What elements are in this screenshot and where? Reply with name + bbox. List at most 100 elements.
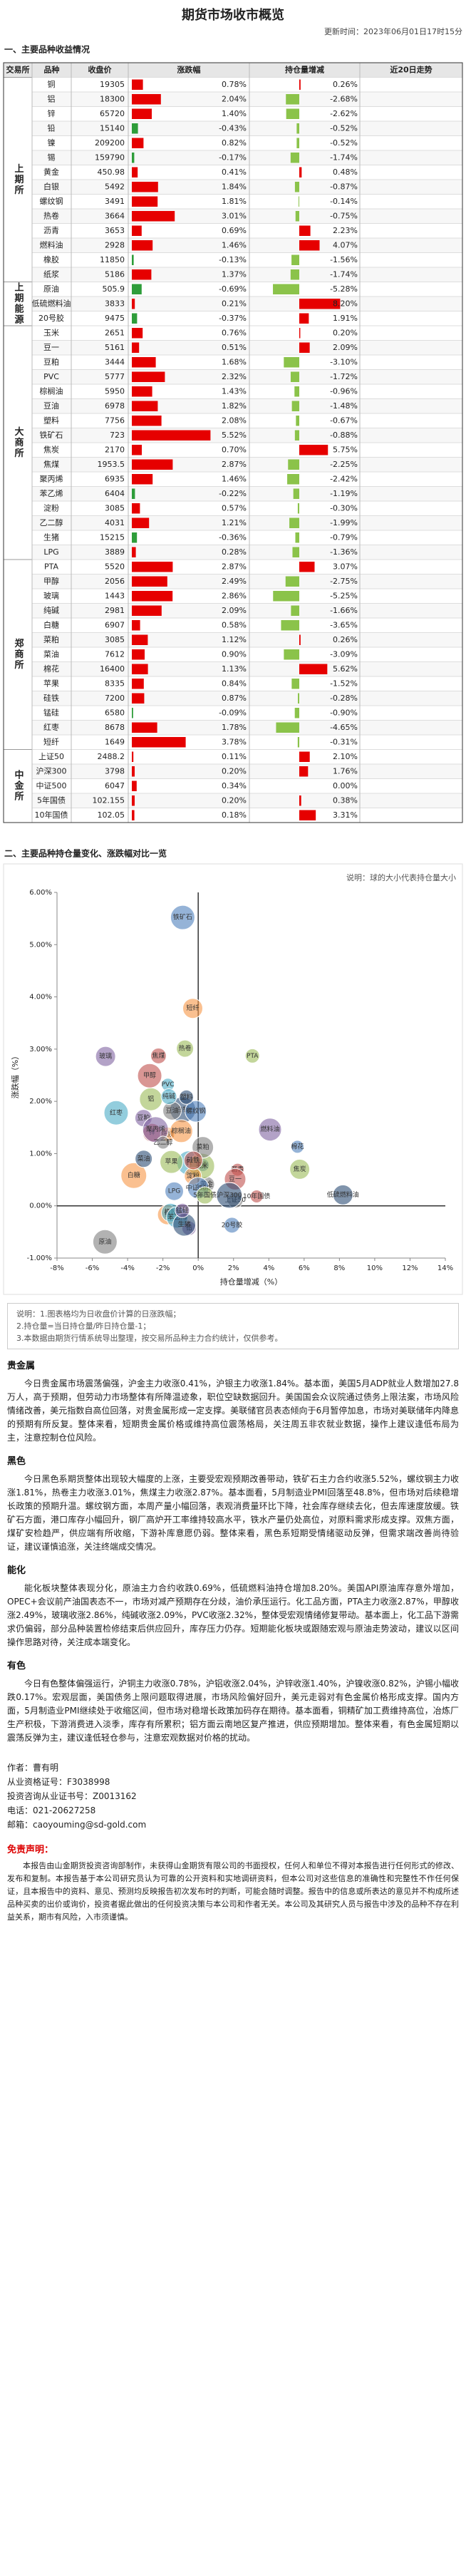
row-bg — [31, 77, 463, 93]
change-label: 1.46% — [222, 474, 247, 483]
product-name: 焦炭 — [43, 445, 59, 454]
change-bar — [132, 649, 145, 660]
change-label: 2.08% — [222, 416, 247, 425]
change-bar — [132, 605, 162, 616]
chart-frame — [3, 863, 463, 1295]
change-label: 0.20% — [222, 795, 247, 805]
oi-bar — [294, 430, 299, 441]
note: 2.持仓量=当日持仓量/昨日持仓量-1； — [16, 1322, 151, 1331]
bubble-label: 热卷 — [179, 1044, 192, 1053]
y-tick-label: 3.00% — [29, 1046, 52, 1053]
product-name: 上证50 — [38, 752, 64, 761]
product-name: 铁矿石 — [40, 431, 63, 440]
oi-bar — [294, 386, 299, 397]
bubble — [290, 1140, 304, 1154]
oi-label: -2.62% — [330, 109, 358, 118]
x-tick-label: 10% — [367, 1264, 383, 1272]
row-bg — [31, 237, 463, 253]
change-label: 1.84% — [222, 182, 247, 191]
row-bg — [31, 442, 463, 458]
oi-label: -0.30% — [330, 503, 358, 512]
oi-bar — [284, 649, 299, 660]
row-bg — [31, 500, 463, 516]
disclaimer-title: 免责声明： — [7, 1845, 54, 1855]
oi-label: 0.48% — [333, 168, 358, 177]
product-name: 菜粕 — [43, 634, 59, 644]
oi-label: -0.28% — [330, 694, 358, 703]
change-bar — [132, 79, 143, 90]
x-tick-label: 14% — [437, 1264, 453, 1272]
section-text: 今日贵金属市场震荡偏强，沪金主力收涨0.41%，沪银主力收涨1.84%。基本面，… — [7, 1379, 459, 1443]
change-label: 2.87% — [222, 562, 247, 571]
row-bg — [31, 734, 463, 750]
row-bg — [31, 778, 463, 794]
bubble — [249, 1190, 264, 1204]
oi-bar — [295, 532, 299, 543]
note: 说明：1.图表格均为日收盘价计算的日涨跌幅； — [16, 1309, 181, 1319]
close-price: 65720 — [100, 109, 125, 118]
page-title: 期货市场收市概览 — [182, 7, 284, 23]
change-bar — [132, 591, 173, 602]
bubble — [289, 1158, 311, 1180]
change-bar — [132, 225, 142, 236]
product-name: 5年国债 — [37, 795, 66, 805]
bubble-label: PVC — [162, 1081, 175, 1088]
change-bar — [132, 517, 150, 528]
close-price: 8678 — [105, 723, 125, 732]
change-label: 2.86% — [222, 591, 247, 600]
bubble-label: 白糖 — [128, 1171, 140, 1180]
exchange-name: 大商所 — [13, 426, 24, 459]
change-bar — [132, 269, 152, 280]
author-line: 电话：021-20627258 — [7, 1805, 96, 1815]
bubble-label: 燃料油 — [260, 1125, 279, 1133]
oi-bar — [285, 576, 299, 587]
change-label: 1.37% — [222, 269, 247, 279]
row-bg — [31, 267, 463, 282]
change-label: -0.69% — [219, 284, 247, 294]
change-bar — [132, 182, 158, 192]
x-tick-label: -2% — [156, 1264, 170, 1272]
oi-label: 5.75% — [333, 445, 358, 454]
product-name: 原油 — [43, 284, 59, 294]
oi-bar — [291, 605, 299, 616]
change-label: 1.82% — [222, 401, 247, 411]
change-label: 5.52% — [222, 431, 247, 440]
bubble — [92, 1229, 118, 1254]
y-tick-label: 5.00% — [29, 941, 52, 949]
change-label: 0.20% — [222, 766, 247, 776]
row-bg — [31, 705, 463, 721]
bubble-label: 豆油 — [166, 1106, 179, 1115]
row-bg — [31, 515, 463, 531]
product-name: 铜 — [48, 79, 56, 89]
y-axis-label: 涨跌幅（%） — [10, 1052, 20, 1098]
close-price: 2651 — [105, 328, 125, 337]
change-label: 1.68% — [222, 357, 247, 366]
product-name: 铝 — [48, 93, 56, 103]
row-bg — [31, 646, 463, 662]
oi-bar — [299, 79, 301, 90]
change-bar — [132, 240, 153, 251]
oi-bar — [297, 737, 299, 748]
row-bg — [31, 208, 463, 224]
row-bg — [31, 617, 463, 633]
oi-label: -1.74% — [330, 153, 358, 162]
change-label: 0.70% — [222, 445, 247, 454]
close-price: 3833 — [105, 299, 125, 308]
exchange-cell — [3, 325, 33, 560]
bubble — [160, 1150, 184, 1174]
row-bg — [31, 545, 463, 560]
product-name: 豆一 — [43, 343, 59, 352]
change-label: 2.49% — [222, 577, 247, 586]
change-bar — [132, 445, 142, 455]
bubble — [164, 1181, 184, 1201]
change-bar — [132, 108, 152, 119]
row-bg — [31, 676, 463, 691]
oi-label: -0.87% — [330, 182, 358, 191]
change-bar — [132, 693, 145, 704]
chart-note: 说明：球的大小代表持仓量大小 — [346, 872, 456, 882]
table-header: 持仓量增减 — [285, 64, 324, 74]
product-name: 螺纹钢 — [40, 196, 63, 206]
row-bg — [31, 588, 463, 604]
x-tick-label: 4% — [263, 1264, 274, 1272]
close-price: 18300 — [100, 94, 125, 103]
